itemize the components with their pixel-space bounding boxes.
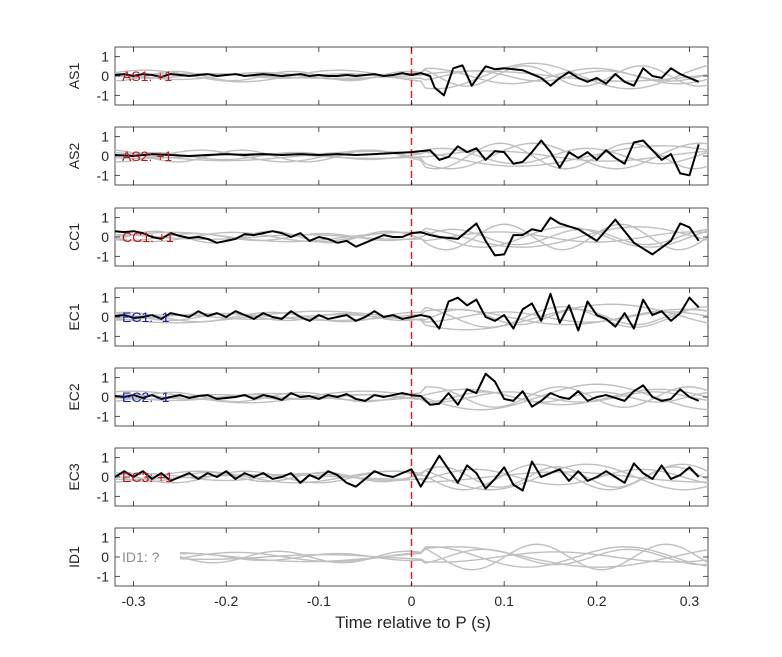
y-tick-label: -1 xyxy=(97,488,110,504)
background-trace xyxy=(115,142,708,170)
background-trace xyxy=(115,70,708,82)
polarity-label: AS1: +1 xyxy=(122,68,172,84)
x-axis-label: Time relative to P (s) xyxy=(335,613,491,632)
y-axis-label: AS1 xyxy=(66,63,82,90)
y-axis-label: EC1 xyxy=(66,303,82,330)
y-tick-label: -1 xyxy=(97,248,110,264)
station-trace xyxy=(115,292,700,332)
y-axis-label: ID1 xyxy=(66,546,82,568)
x-tick-label: -0.3 xyxy=(121,593,145,609)
plot-area xyxy=(115,127,708,185)
panel-ec3: EC3: +1 1 0 -1 EC3 xyxy=(66,447,709,507)
background-trace xyxy=(179,546,708,568)
station-trace xyxy=(115,216,700,257)
y-tick-label: 0 xyxy=(101,68,109,84)
panel-as1: AS1: +1 1 0 -1 AS1 xyxy=(66,46,709,106)
station-trace xyxy=(115,454,700,492)
panel-cc1: CC1: +1 1 0 -1 CC1 xyxy=(66,207,709,267)
y-axis-label: EC3 xyxy=(66,463,82,490)
y-tick-label: 1 xyxy=(101,530,109,546)
polarity-label: EC1: -1 xyxy=(122,309,170,325)
polarity-label: EC2: -1 xyxy=(122,389,170,405)
y-tick-label: -1 xyxy=(97,408,110,424)
y-tick-label: 0 xyxy=(101,549,109,565)
background-trace xyxy=(115,231,708,243)
x-tick-label: 0 xyxy=(408,593,416,609)
y-tick-label: 0 xyxy=(101,309,109,325)
plot-area xyxy=(115,448,708,506)
background-trace xyxy=(115,391,708,403)
x-tick-label: -0.1 xyxy=(307,593,331,609)
y-tick-label: -1 xyxy=(97,87,110,103)
y-axis-label: EC2 xyxy=(66,383,82,410)
background-trace xyxy=(115,468,708,486)
y-tick-label: 0 xyxy=(101,229,109,245)
panel-id1: ID1: ? 1 0 -1 ID1 -0.3 -0.2 -0.1 0 0.1 0.2 0.3 xyxy=(66,527,709,609)
background-trace xyxy=(115,466,708,488)
background-trace xyxy=(179,546,708,568)
plot-area xyxy=(115,208,708,266)
y-tick-label: -1 xyxy=(97,568,110,584)
y-tick-label: 0 xyxy=(101,469,109,485)
polarity-label: EC3: +1 xyxy=(122,469,173,485)
polarity-label: CC1: +1 xyxy=(122,229,174,245)
y-tick-label: -1 xyxy=(97,167,110,183)
station-trace xyxy=(115,372,700,408)
y-tick-label: 1 xyxy=(101,129,109,145)
station-trace xyxy=(115,139,700,177)
plot-area xyxy=(115,288,708,346)
background-trace xyxy=(179,543,708,571)
y-tick-label: 0 xyxy=(101,389,109,405)
y-axis-label: CC1 xyxy=(66,223,82,251)
y-axis-label: AS2 xyxy=(66,143,82,170)
plot-area xyxy=(179,528,708,586)
y-tick-label: 1 xyxy=(101,370,109,386)
y-tick-label: 1 xyxy=(101,450,109,466)
station-trace xyxy=(115,64,700,97)
x-tick-label: 0.2 xyxy=(587,593,607,609)
panel-ec2: EC2: -1 1 0 -1 EC2 xyxy=(66,367,709,427)
panel-as2: AS2: +1 1 0 -1 AS2 xyxy=(66,126,709,186)
x-tick-label: -0.2 xyxy=(214,593,238,609)
polarity-label: AS2: +1 xyxy=(122,148,172,164)
polarity-label: ID1: ? xyxy=(122,549,160,565)
y-tick-label: 1 xyxy=(101,290,109,306)
panel-ec1: EC1: -1 1 0 -1 EC1 xyxy=(66,287,709,347)
plot-area xyxy=(115,47,708,105)
x-tick-label: 0.3 xyxy=(680,593,700,609)
y-tick-label: 1 xyxy=(101,49,109,65)
y-tick-label: 0 xyxy=(101,148,109,164)
x-tick-label: 0.1 xyxy=(494,593,514,609)
plot-area xyxy=(115,368,708,426)
y-tick-label: -1 xyxy=(97,328,110,344)
y-tick-label: 1 xyxy=(101,210,109,226)
background-trace xyxy=(179,551,708,563)
